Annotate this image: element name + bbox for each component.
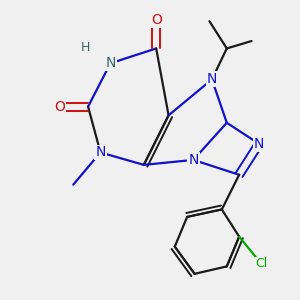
Text: H: H (81, 41, 90, 54)
Text: N: N (105, 56, 116, 70)
Text: O: O (54, 100, 65, 114)
Text: N: N (207, 72, 217, 86)
Text: N: N (95, 146, 106, 160)
Text: O: O (151, 13, 162, 27)
Text: N: N (188, 153, 199, 167)
Text: N: N (254, 137, 264, 151)
Text: Cl: Cl (255, 257, 268, 270)
